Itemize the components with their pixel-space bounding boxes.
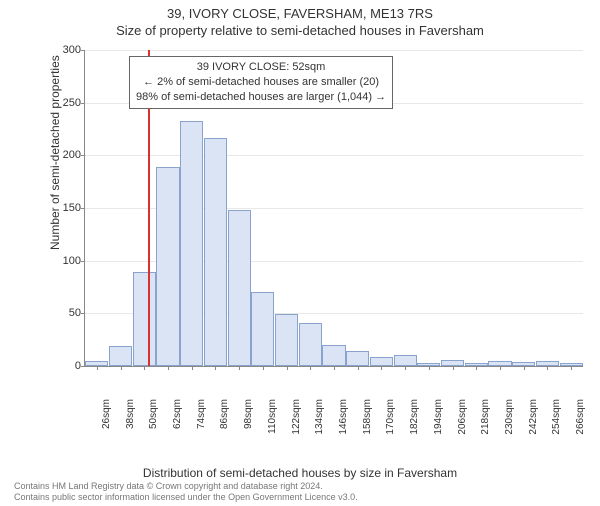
annotation-box: 39 IVORY CLOSE: 52sqm ← 2% of semi-detac…: [129, 56, 393, 109]
xtick-mark: [215, 366, 216, 370]
xtick-label: 194sqm: [433, 399, 444, 435]
xtick-mark: [358, 366, 359, 370]
histogram-bar: [204, 138, 227, 366]
xtick-mark: [476, 366, 477, 370]
chart-container: Number of semi-detached properties 05010…: [52, 50, 582, 420]
xtick-label: 122sqm: [291, 399, 302, 435]
xtick-mark: [571, 366, 572, 370]
histogram-bar: [370, 357, 393, 366]
ytick-label: 0: [53, 360, 81, 372]
xtick-label: 206sqm: [457, 399, 468, 435]
histogram-bar: [275, 314, 298, 366]
histogram-bar: [322, 345, 345, 366]
ytick-mark: [81, 261, 85, 262]
ytick-label: 250: [53, 97, 81, 109]
ytick-mark: [81, 366, 85, 367]
xtick-label: 62sqm: [172, 399, 183, 429]
xtick-label: 182sqm: [409, 399, 420, 435]
xtick-mark: [121, 366, 122, 370]
xtick-mark: [524, 366, 525, 370]
annotation-line: 98% of semi-detached houses are larger (…: [136, 90, 386, 105]
xtick-label: 110sqm: [267, 399, 278, 434]
plot-area: 05010015020025030026sqm38sqm50sqm62sqm74…: [84, 50, 583, 367]
ytick-label: 300: [53, 44, 81, 56]
ytick-label: 50: [53, 307, 81, 319]
x-axis-label: Distribution of semi-detached houses by …: [0, 466, 600, 480]
xtick-label: 86sqm: [219, 399, 230, 429]
xtick-mark: [168, 366, 169, 370]
xtick-mark: [381, 366, 382, 370]
xtick-label: 254sqm: [551, 399, 562, 435]
ytick-label: 150: [53, 202, 81, 214]
xtick-mark: [310, 366, 311, 370]
xtick-mark: [405, 366, 406, 370]
xtick-mark: [547, 366, 548, 370]
gridline: [85, 155, 583, 156]
xtick-mark: [453, 366, 454, 370]
xtick-label: 146sqm: [338, 399, 349, 435]
xtick-mark: [192, 366, 193, 370]
ytick-mark: [81, 155, 85, 156]
xtick-label: 26sqm: [101, 399, 112, 429]
xtick-mark: [334, 366, 335, 370]
xtick-mark: [263, 366, 264, 370]
xtick-label: 242sqm: [528, 399, 539, 435]
ytick-mark: [81, 103, 85, 104]
histogram-bar: [156, 167, 179, 366]
xtick-mark: [287, 366, 288, 370]
chart-title-sub: Size of property relative to semi-detach…: [0, 23, 600, 38]
histogram-bar: [346, 351, 369, 366]
xtick-label: 98sqm: [243, 399, 254, 429]
xtick-label: 74sqm: [196, 399, 207, 429]
xtick-label: 170sqm: [385, 399, 396, 435]
footer-line: Contains HM Land Registry data © Crown c…: [14, 481, 358, 492]
histogram-bar: [133, 272, 156, 366]
footer-line: Contains public sector information licen…: [14, 492, 358, 503]
xtick-label: 134sqm: [314, 399, 325, 435]
ytick-label: 200: [53, 149, 81, 161]
ytick-mark: [81, 50, 85, 51]
xtick-label: 38sqm: [125, 399, 136, 429]
histogram-bar: [299, 323, 322, 366]
histogram-bar: [180, 121, 203, 366]
xtick-mark: [500, 366, 501, 370]
xtick-label: 266sqm: [575, 399, 586, 435]
gridline: [85, 50, 583, 51]
xtick-mark: [239, 366, 240, 370]
xtick-mark: [97, 366, 98, 370]
ytick-label: 100: [53, 255, 81, 267]
xtick-label: 218sqm: [480, 399, 491, 435]
annotation-line: ← 2% of semi-detached houses are smaller…: [136, 75, 386, 90]
chart-title-main: 39, IVORY CLOSE, FAVERSHAM, ME13 7RS: [0, 6, 600, 21]
histogram-bar: [228, 210, 251, 366]
histogram-bar: [394, 355, 417, 366]
ytick-mark: [81, 313, 85, 314]
xtick-mark: [144, 366, 145, 370]
xtick-label: 50sqm: [148, 399, 159, 429]
xtick-label: 230sqm: [504, 399, 515, 435]
histogram-bar: [251, 292, 274, 366]
ytick-mark: [81, 208, 85, 209]
xtick-label: 158sqm: [362, 399, 373, 435]
annotation-line: 39 IVORY CLOSE: 52sqm: [136, 60, 386, 75]
xtick-mark: [429, 366, 430, 370]
histogram-bar: [109, 346, 132, 366]
